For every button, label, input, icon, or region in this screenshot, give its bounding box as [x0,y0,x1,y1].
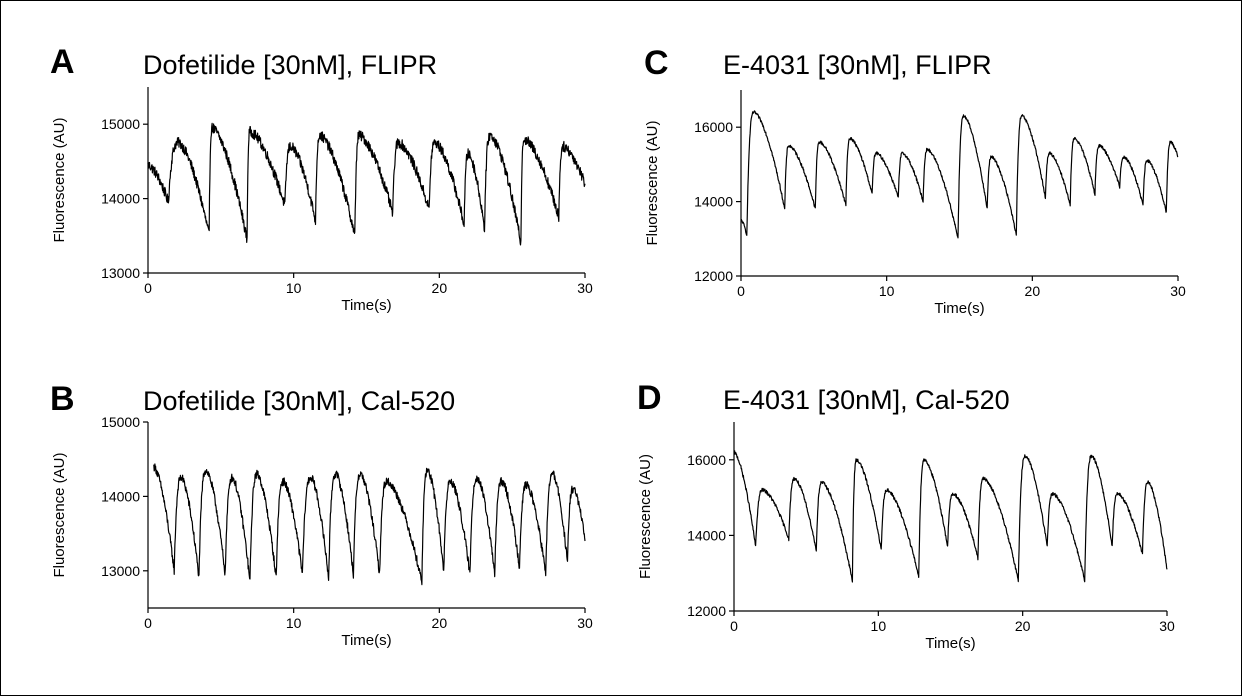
x-tick-label: 30 [1170,283,1186,299]
x-axis-label: Time(s) [925,635,975,652]
y-tick-label: 14000 [687,527,726,543]
panel-title: E-4031 [30nM], FLIPR [723,50,992,80]
x-tick-label: 20 [432,615,448,631]
y-tick-label: 12000 [694,268,733,284]
panel-c: C E-4031 [30nM], FLIPR 0 10 20 30 12000 14000 16… [644,44,1186,317]
y-tick-label: 16000 [687,452,726,468]
series-line-fluorescence [740,110,1179,239]
y-tick-label: 15000 [101,116,140,132]
x-tick-label: 10 [286,280,302,296]
panel-d: D E-4031 [30nM], Cal-520 0 10 20 30 12000 14000… [637,379,1175,652]
y-axis-label: Fluorescence (AU) [644,120,661,245]
x-tick-label: 20 [1015,618,1031,634]
panel-letter: B [50,380,75,418]
x-tick-label: 10 [879,283,895,299]
series-line-fluorescence [153,463,586,586]
panel-a: A Dofetilide [30nM], FLIPR 0 10 20 30 13000 140… [50,43,593,314]
x-tick-label: 0 [144,280,152,296]
x-tick-label: 30 [577,280,593,296]
x-tick-label: 10 [286,615,302,631]
panel-b: B Dofetilide [30nM], Cal-520 0 10 20 30 13000 1… [50,380,593,649]
y-axis-label: Fluorescence (AU) [637,454,654,579]
x-tick-label: 0 [730,618,738,634]
y-tick-label: 13000 [101,265,140,281]
panel-title: E-4031 [30nM], Cal-520 [723,385,1010,415]
x-tick-label: 30 [577,615,593,631]
y-tick-label: 15000 [101,414,140,430]
series-line-fluorescence [147,122,586,246]
x-tick-label: 20 [432,280,448,296]
x-axis-label: Time(s) [934,300,984,317]
x-tick-label: 0 [737,283,745,299]
y-axis-label: Fluorescence (AU) [51,117,68,242]
y-tick-label: 13000 [101,563,140,579]
panel-letter: D [637,379,662,417]
series-line-fluorescence [733,450,1168,583]
panel-letter: A [50,43,75,81]
x-tick-label: 10 [871,618,887,634]
x-axis-label: Time(s) [341,297,391,314]
y-tick-label: 16000 [694,119,733,135]
panel-title: Dofetilide [30nM], Cal-520 [143,386,455,416]
x-tick-label: 20 [1025,283,1041,299]
x-axis-label: Time(s) [341,632,391,649]
panel-title: Dofetilide [30nM], FLIPR [143,50,437,80]
y-tick-label: 14000 [101,488,140,504]
y-axis-label: Fluorescence (AU) [51,452,68,577]
y-tick-label: 14000 [694,194,733,210]
y-tick-label: 14000 [101,191,140,207]
y-tick-label: 12000 [687,603,726,619]
x-tick-label: 30 [1159,618,1175,634]
x-tick-label: 0 [144,615,152,631]
panel-letter: C [644,44,669,82]
